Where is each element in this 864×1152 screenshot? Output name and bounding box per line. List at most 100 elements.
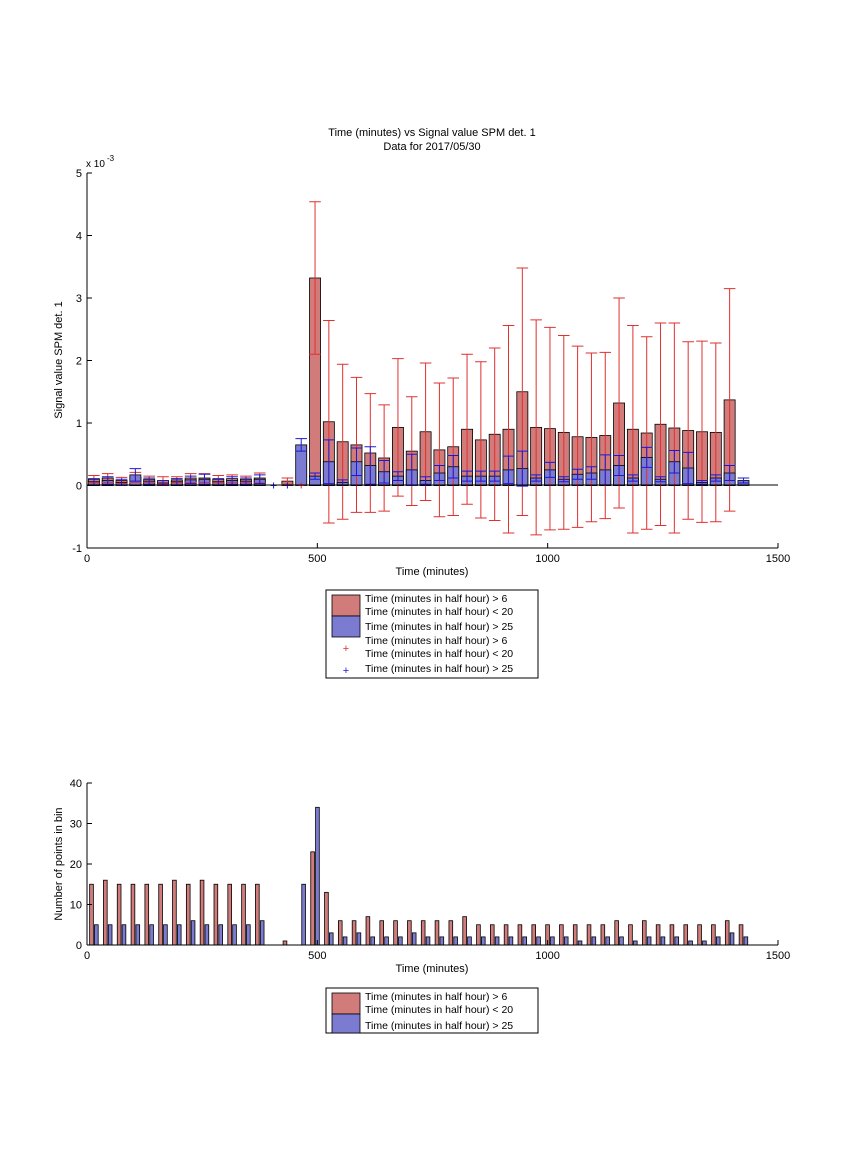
- chart1-error-bar: [502, 455, 515, 485]
- chart2-bar: [628, 924, 633, 946]
- chart1-error-bar: [557, 335, 570, 530]
- chart2-bar: [688, 940, 693, 946]
- chart2-bar: [103, 879, 108, 946]
- chart2-bar: [121, 924, 127, 946]
- chart2-bar: [301, 883, 306, 946]
- chart1-y-ticks: -1 0 1 2 3 4 5: [72, 168, 92, 555]
- chart1-error-bar: [668, 322, 681, 534]
- chart2-bar: [130, 883, 136, 946]
- chart1-subtitle: Data for 2017/05/30: [383, 141, 480, 153]
- chart2-bar: [135, 924, 141, 946]
- chart2-xlabel: Time (minutes): [396, 963, 469, 975]
- chart1-error-bar: [475, 361, 487, 519]
- chart1-error-bar: [640, 446, 653, 468]
- chart1-y-exponent-power: -3: [107, 154, 115, 163]
- chart2-bar: [420, 920, 426, 946]
- chart2-x-ticks: 0 500 1000 1500: [84, 940, 790, 962]
- chart2-x-tick-label: 500: [308, 950, 326, 962]
- chart2-x-tick-label: 0: [84, 950, 90, 962]
- chart2-bar: [614, 920, 619, 946]
- chart1-y-exponent-base: x 10: [86, 159, 105, 170]
- chart2-bar: [655, 924, 661, 946]
- chart1-y-tick-label: 4: [76, 231, 82, 243]
- chart2-bar: [328, 932, 334, 946]
- chart2-bar: [508, 936, 514, 946]
- chart1-y-tick-label: 0: [76, 481, 82, 493]
- chart2-y-ticks: 0 10 20 30 40: [70, 778, 92, 952]
- chart1-legend-label-red: Time (minutes in half hour) > 6 Time (mi…: [365, 593, 513, 618]
- chart1-legend-swatch-red: [331, 594, 361, 617]
- chart2-bar: [158, 883, 163, 946]
- chart2-bar: [356, 932, 362, 946]
- chart2-y-tick-label: 30: [70, 819, 82, 831]
- chart2-bars: [89, 806, 749, 946]
- chart1-error-bar: [696, 340, 708, 523]
- chart2-bar: [172, 879, 177, 946]
- chart2-bar: [241, 883, 246, 946]
- chart1-x-tick-label: 1000: [535, 553, 559, 565]
- chart1-error-bar: [710, 342, 722, 523]
- chart1-error-bar: [336, 363, 349, 520]
- chart1-error-bar: [640, 336, 653, 530]
- chart2-bar: [522, 936, 528, 946]
- chart2-bar: [711, 924, 716, 946]
- chart2-bar: [536, 936, 541, 946]
- chart2-bar: [467, 936, 472, 946]
- chart1-legend-label-red-line2: Time (minutes in half hour) < 20: [365, 606, 513, 618]
- chart2-bar: [591, 936, 597, 946]
- chart1-y-tick-label: 5: [76, 168, 82, 180]
- chart2-bar: [337, 920, 343, 946]
- chart2-bar: [683, 924, 689, 946]
- chart2-bar: [89, 883, 94, 946]
- chart1-error-bar: [392, 471, 404, 481]
- chart2-bar: [586, 924, 592, 946]
- chart2-bar: [393, 920, 398, 946]
- chart2-y-tick-label: 40: [70, 778, 82, 790]
- chart1-error-bar: [654, 476, 667, 483]
- chart1-error-bar: [461, 470, 473, 482]
- chart2-bar: [572, 924, 578, 946]
- chart1-y-tick-label: 1: [76, 418, 82, 430]
- chart2-bar: [324, 891, 329, 946]
- chart2-legend-swatch-blue: [331, 1013, 361, 1034]
- chart1-x-tick-label: 1500: [766, 553, 790, 565]
- chart2-bar: [342, 936, 348, 946]
- chart2-bar: [642, 920, 647, 946]
- chart2-legend-label-red-line1: Time (minutes in half hour) > 6: [365, 991, 507, 1003]
- chart1-error-bar: [668, 450, 681, 474]
- chart2-bar: [310, 851, 315, 946]
- chart2-bar: [190, 920, 196, 946]
- chart2-legend-swatch-red: [331, 992, 361, 1015]
- chart2-bar: [232, 924, 237, 946]
- chart1-error-bar: [253, 474, 266, 485]
- chart2-bar: [370, 936, 375, 946]
- chart2-bar: [453, 936, 458, 946]
- chart1-error-bar: [378, 460, 390, 484]
- chart2-bar: [351, 920, 357, 946]
- chart1-legend-label-red-points-line1: Time (minutes in half hour) > 6: [365, 635, 507, 647]
- chart2-bar: [407, 920, 412, 946]
- chart2-bar: [116, 883, 122, 946]
- chart2-bar: [715, 936, 721, 946]
- chart2-bar: [490, 924, 495, 946]
- chart1-x-tick-label: 0: [84, 553, 90, 565]
- chart2-bar: [255, 883, 260, 946]
- chart2-bar: [462, 916, 467, 946]
- chart1-error-bar: [530, 319, 542, 536]
- chart2-legend: Time (minutes in half hour) > 6 Time (mi…: [325, 987, 539, 1034]
- chart1-error-bar: [419, 476, 432, 485]
- chart2-x-tick-label: 1500: [766, 950, 790, 962]
- chart2-bar: [94, 924, 99, 946]
- chart2-x-tick-label: 1000: [535, 950, 559, 962]
- chart2-bar: [185, 883, 191, 946]
- chart1-error-bar: [627, 474, 639, 482]
- chart2-bar: [107, 924, 113, 946]
- count-chart: 0 500 1000 1500 0 10 20 30 40 Time (minutes) Nu…: [53, 778, 790, 1034]
- chart1-error-bar: [654, 322, 667, 526]
- chart2-bar: [724, 920, 730, 946]
- chart1-error-bar: [143, 477, 155, 485]
- chart1-legend-label-blue: Time (minutes in half hour) > 25: [365, 621, 513, 633]
- chart2-ylabel: Number of points in bin: [53, 807, 65, 920]
- chart1-error-bar: [488, 347, 501, 521]
